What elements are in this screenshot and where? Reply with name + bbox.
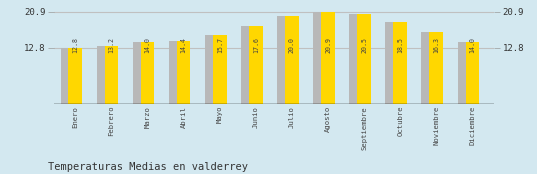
Text: 18.5: 18.5 (397, 37, 403, 53)
Bar (213, 35, 227, 104)
Bar (393, 22, 407, 104)
Text: 20.9: 20.9 (325, 37, 331, 53)
Text: 15.7: 15.7 (217, 37, 223, 53)
Text: 14.4: 14.4 (180, 37, 187, 53)
Bar (321, 12, 335, 104)
Bar (177, 41, 191, 104)
Text: 14.0: 14.0 (469, 37, 475, 53)
Text: 12.8: 12.8 (72, 37, 78, 53)
Text: 13.2: 13.2 (108, 37, 114, 53)
Text: 17.6: 17.6 (253, 37, 259, 53)
Text: 20.0: 20.0 (289, 37, 295, 53)
Bar (205, 35, 219, 104)
Bar (69, 48, 82, 104)
Bar (357, 14, 371, 104)
Bar (386, 22, 399, 104)
Bar (466, 42, 479, 104)
Text: 20.5: 20.5 (361, 37, 367, 53)
Bar (105, 46, 118, 104)
Bar (97, 46, 111, 104)
Bar (430, 32, 443, 104)
Bar (169, 41, 183, 104)
Text: 14.0: 14.0 (144, 37, 150, 53)
Bar (141, 42, 155, 104)
Bar (422, 32, 435, 104)
Bar (133, 42, 147, 104)
Bar (241, 26, 255, 104)
Bar (458, 42, 471, 104)
Bar (277, 16, 291, 104)
Bar (285, 16, 299, 104)
Text: 16.3: 16.3 (433, 37, 439, 53)
Bar (313, 12, 327, 104)
Text: Temperaturas Medias en valderrey: Temperaturas Medias en valderrey (48, 162, 248, 172)
Bar (249, 26, 263, 104)
Bar (61, 48, 74, 104)
Bar (349, 14, 363, 104)
